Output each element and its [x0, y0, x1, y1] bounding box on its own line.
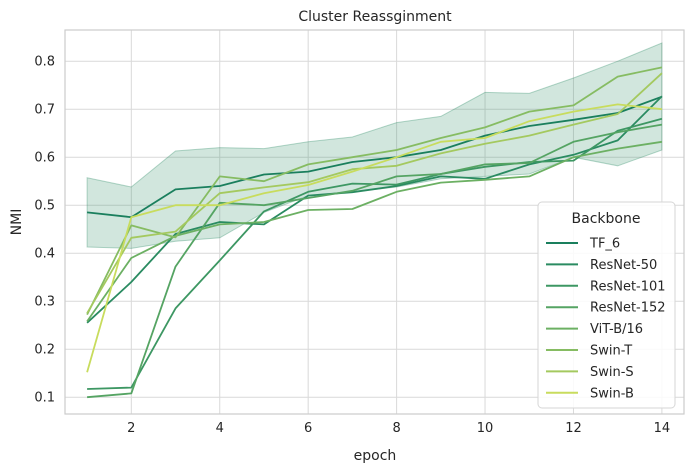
x-tick-label: 6: [304, 421, 312, 436]
y-tick-label: 0.2: [34, 343, 55, 358]
legend-label-resnet-101: ResNet-101: [590, 279, 666, 294]
series-layer: [86, 66, 663, 399]
plot-frame: [64, 29, 685, 415]
confidence-band-layer: [86, 42, 663, 249]
legend-label-swin-t: Swin-T: [590, 344, 632, 359]
legend-label-tf-6: TF_6: [589, 237, 620, 252]
x-tick-label: 2: [127, 421, 135, 436]
x-tick-label: 8: [392, 421, 400, 436]
y-tick-label: 0.1: [34, 391, 55, 406]
y-axis-title: NMI: [9, 209, 25, 236]
legend-label-resnet-152: ResNet-152: [590, 301, 666, 316]
chart-title: Cluster Reassginment: [298, 9, 452, 25]
series-line-resnet-152: [87, 123, 663, 399]
y-tick-label: 0.5: [34, 199, 55, 214]
y-tick-label: 0.4: [34, 247, 55, 262]
confidence-band: [86, 42, 663, 249]
legend-label-swin-b: Swin-B: [590, 386, 634, 401]
series-line-swin-t: [86, 66, 663, 315]
x-tick-label: 14: [654, 421, 671, 436]
series-line-vit-b-16: [86, 140, 663, 322]
legend-label-vit-b-16: ViT-B/16: [590, 322, 643, 337]
series-line-resnet-50: [86, 95, 663, 324]
y-tick-label: 0.7: [34, 103, 55, 118]
x-tick-label: 12: [565, 421, 582, 436]
legend: Backbone TF_6 ResNet-50 ResNet-101 ResNet-1…: [537, 201, 676, 409]
legend-box: [537, 201, 676, 409]
x-axis-ticks: 2 4 6 8 10 12 14: [127, 421, 670, 436]
y-tick-label: 0.6: [34, 151, 55, 166]
series-line-swin-s: [86, 72, 663, 314]
legend-label-resnet-50: ResNet-50: [590, 258, 657, 273]
x-tick-label: 4: [216, 421, 224, 436]
legend-label-swin-s: Swin-S: [590, 365, 634, 380]
y-tick-label: 0.3: [34, 295, 55, 310]
y-axis-ticks: 0.1 0.2 0.3 0.4 0.5 0.6 0.7 0.8: [34, 55, 55, 406]
series-line-swin-b: [86, 103, 662, 373]
legend-title: Backbone: [572, 211, 641, 227]
x-tick-label: 10: [477, 421, 494, 436]
x-axis-title: epoch: [354, 448, 397, 464]
series-line-tf-6: [87, 95, 663, 219]
legend-items: TF_6 ResNet-50 ResNet-101 ResNet-152 ViT-B/1…: [546, 237, 666, 401]
y-tick-label: 0.8: [34, 55, 55, 70]
